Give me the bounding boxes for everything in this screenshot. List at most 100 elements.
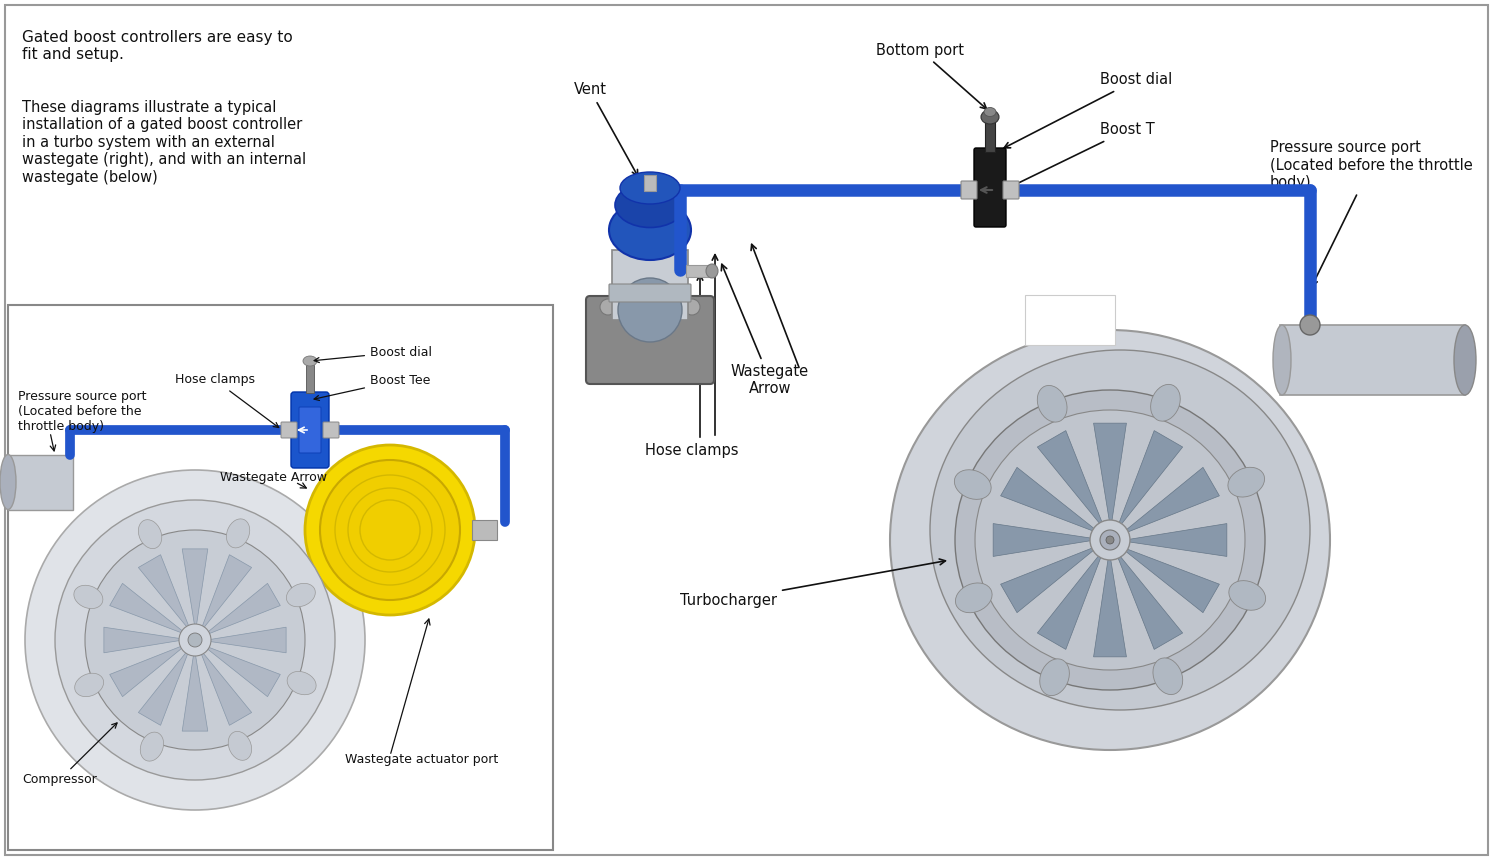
Text: Boost Tee: Boost Tee [314,373,430,401]
Bar [7,305,552,850]
Ellipse shape [287,672,317,695]
Text: Wastegate Arrow: Wastegate Arrow [219,471,327,484]
Ellipse shape [0,454,16,509]
Text: Vent: Vent [573,83,638,176]
Ellipse shape [1229,580,1266,611]
Text: Boost dial: Boost dial [1005,72,1172,148]
Circle shape [600,299,617,315]
FancyBboxPatch shape [322,422,339,438]
FancyBboxPatch shape [1003,181,1020,199]
Ellipse shape [706,264,718,278]
Ellipse shape [287,583,315,607]
Ellipse shape [73,586,103,609]
Text: Turbocharger: Turbocharger [679,559,945,607]
Ellipse shape [1151,384,1181,421]
Ellipse shape [140,732,164,761]
Ellipse shape [930,350,1309,710]
Polygon shape [1038,552,1102,649]
Polygon shape [1000,467,1097,532]
Ellipse shape [75,673,103,697]
Circle shape [684,299,700,315]
Ellipse shape [609,200,691,260]
Polygon shape [1000,546,1097,612]
Ellipse shape [303,356,317,366]
Ellipse shape [25,470,364,810]
Polygon shape [208,627,287,653]
Ellipse shape [984,108,996,116]
Bar [1026,295,1115,345]
Ellipse shape [956,583,991,612]
Text: Gated boost controllers are easy to
fit and setup.: Gated boost controllers are easy to fit … [22,30,293,63]
Circle shape [1106,536,1114,544]
Text: Wastegate actuator port: Wastegate actuator port [345,753,499,766]
Circle shape [320,460,460,600]
FancyBboxPatch shape [973,148,1006,227]
Bar [472,520,497,540]
Ellipse shape [55,500,334,780]
Polygon shape [205,646,281,697]
Polygon shape [1093,555,1126,657]
Circle shape [179,624,211,656]
Polygon shape [1117,553,1182,649]
Polygon shape [105,627,184,653]
Ellipse shape [1038,385,1067,422]
Polygon shape [1038,431,1103,527]
Circle shape [618,278,682,342]
FancyBboxPatch shape [609,284,691,302]
Text: Boost T: Boost T [1008,122,1154,188]
Ellipse shape [956,390,1265,690]
Ellipse shape [1454,325,1477,395]
Bar [643,175,655,191]
Circle shape [305,445,475,615]
Ellipse shape [139,519,161,549]
Ellipse shape [981,110,999,124]
Circle shape [1100,530,1120,550]
Polygon shape [139,650,190,725]
Text: Wastegate
Arrow: Wastegate Arrow [721,264,809,396]
FancyBboxPatch shape [299,407,321,453]
Polygon shape [139,555,190,630]
Bar [685,265,711,277]
Polygon shape [200,650,252,725]
Ellipse shape [228,731,252,760]
Ellipse shape [890,330,1330,750]
Polygon shape [1093,423,1126,525]
Bar [7,455,73,510]
Polygon shape [1123,467,1220,534]
Circle shape [1300,315,1320,335]
Text: Hose clamps: Hose clamps [645,443,739,458]
Polygon shape [202,555,252,630]
Bar [306,365,314,393]
Ellipse shape [620,172,679,204]
Polygon shape [993,524,1094,556]
Circle shape [1090,520,1130,560]
FancyBboxPatch shape [281,422,297,438]
Bar [1280,325,1465,395]
Polygon shape [1117,431,1182,528]
Ellipse shape [1274,325,1291,395]
Text: These diagrams illustrate a typical
installation of a gated boost controller
in : These diagrams illustrate a typical inst… [22,100,306,185]
Circle shape [188,633,202,647]
Polygon shape [109,645,185,697]
Text: Bottom port: Bottom port [876,42,987,109]
Ellipse shape [227,519,249,548]
Text: Pressure source port
(Located before the
throttle body): Pressure source port (Located before the… [18,390,146,433]
Ellipse shape [975,410,1245,670]
Polygon shape [182,549,208,628]
Polygon shape [182,652,208,731]
FancyBboxPatch shape [961,181,976,199]
Ellipse shape [954,470,991,500]
Ellipse shape [85,530,305,750]
FancyBboxPatch shape [291,392,328,468]
Text: Hose clamps: Hose clamps [175,373,279,427]
Polygon shape [206,583,281,635]
Bar [612,250,688,320]
Polygon shape [109,583,185,634]
Ellipse shape [615,182,685,228]
Text: Pressure source port
(Located before the throttle
body): Pressure source port (Located before the… [1271,140,1472,286]
Ellipse shape [1227,467,1265,497]
Polygon shape [1124,524,1227,556]
Text: Boost dial: Boost dial [314,346,431,363]
FancyBboxPatch shape [585,296,714,384]
Bar [985,122,994,152]
